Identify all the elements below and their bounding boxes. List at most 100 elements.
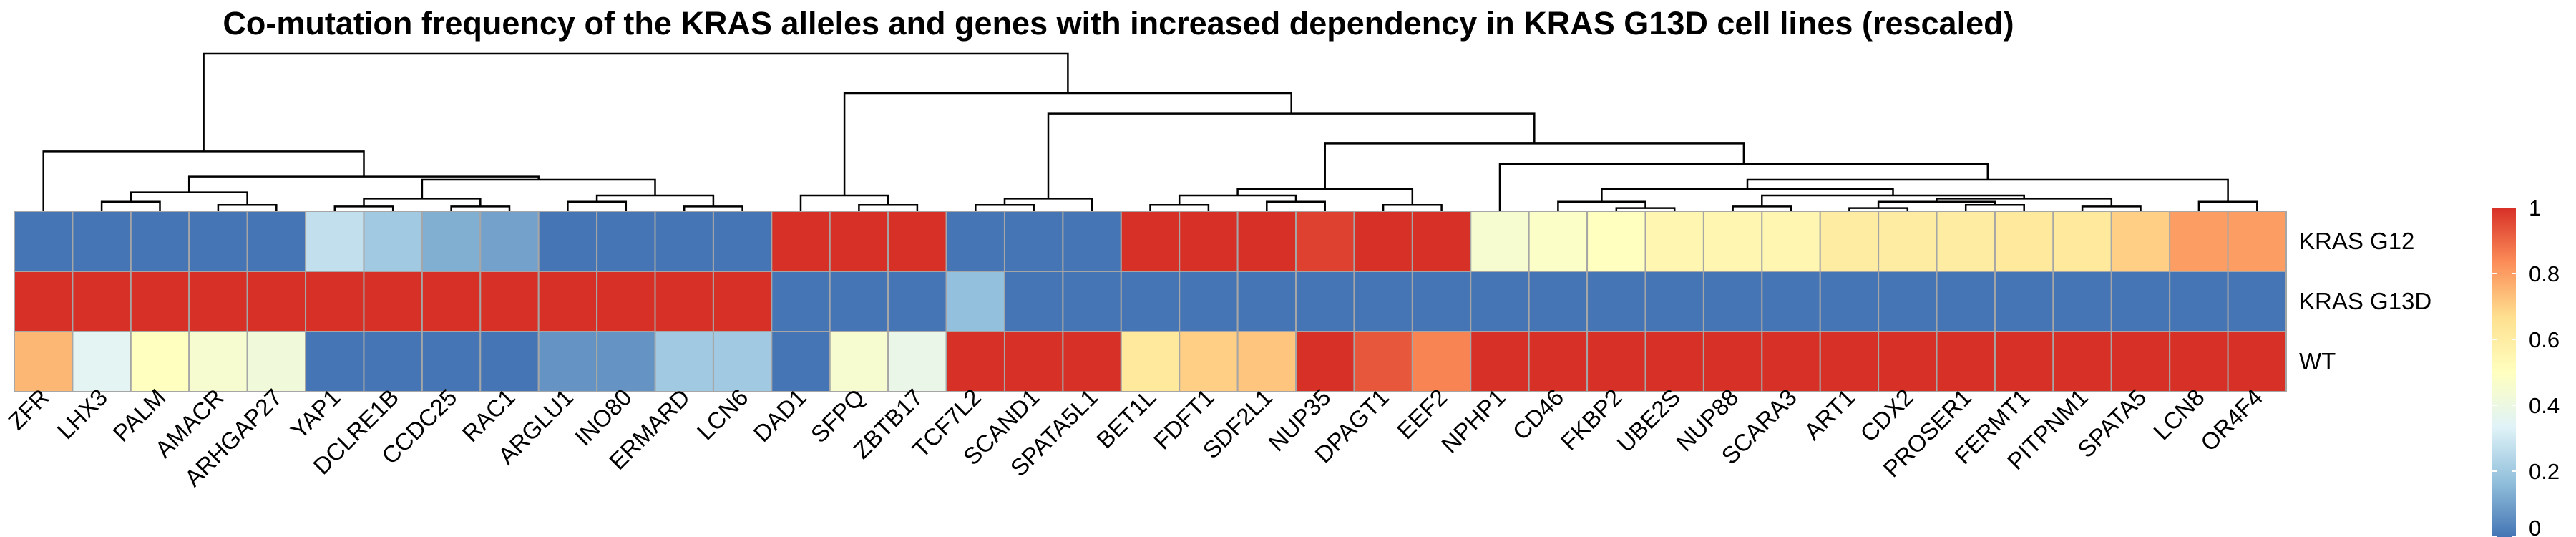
heatmap-cell [1994, 331, 2054, 392]
heatmap-cell [14, 331, 74, 392]
dendrogram-branch [567, 200, 628, 211]
heatmap-cell [14, 271, 74, 332]
heatmap-cell [1411, 271, 1472, 332]
heatmap-cell [1236, 271, 1297, 332]
heatmap-cell [1003, 211, 1064, 272]
heatmap-cell [771, 331, 831, 392]
heatmap-cell [1120, 211, 1181, 272]
heatmap-cell [1936, 331, 1996, 392]
heatmap-cell [1353, 211, 1413, 272]
heatmap-cell [1295, 331, 1355, 392]
heatmap-cell [1702, 271, 1763, 332]
heatmap-cell [2110, 211, 2171, 272]
heatmap-cell [945, 271, 1005, 332]
heatmap-cell [596, 271, 656, 332]
heatmap-cell [2169, 271, 2229, 332]
colorbar-tick-label: 0 [2529, 516, 2541, 537]
heatmap-cell [1586, 211, 1646, 272]
column-label: UBE2S [1611, 384, 1685, 458]
heatmap-cell [72, 211, 132, 272]
heatmap-cell [654, 211, 714, 272]
heatmap-cell [887, 211, 947, 272]
heatmap-cell [1528, 331, 1589, 392]
heatmap-cell [421, 331, 482, 392]
heatmap-cell [1644, 211, 1704, 272]
heatmap-cell [1994, 211, 2054, 272]
column-dendrogram [42, 52, 2258, 211]
heatmap-cell [1411, 211, 1472, 272]
heatmap-cell [1936, 211, 1996, 272]
column-label: BET1L [1091, 384, 1161, 454]
heatmap-cell [1003, 331, 1064, 392]
row-labels: KRAS G12 KRAS G13D WT [2299, 228, 2431, 374]
heatmap-cell [887, 271, 947, 332]
heatmap-cells [14, 211, 2288, 392]
column-label: LHX3 [52, 384, 113, 445]
heatmap-cell [2227, 331, 2288, 392]
heatmap-cell [2169, 331, 2229, 392]
dendrogram-branch [975, 203, 1035, 211]
dendrogram-branch [1964, 203, 2025, 211]
heatmap-cell [771, 271, 831, 332]
color-legend: 0 0.2 0.4 0.6 0.8 1 [2492, 195, 2560, 537]
heatmap-cell [1353, 331, 1413, 392]
heatmap-cell [537, 331, 598, 392]
row-label: KRAS G13D [2299, 288, 2431, 314]
column-label: FKBP2 [1556, 384, 1627, 455]
heatmap-cell [1295, 211, 1355, 272]
dendrogram-branch [42, 150, 365, 211]
column-label: ART1 [1799, 384, 1860, 445]
heatmap-cell [130, 211, 190, 272]
heatmap-cell [1702, 211, 1763, 272]
heatmap-cell [1528, 271, 1589, 332]
heatmap-cell [188, 211, 248, 272]
dendrogram-branch [2197, 200, 2258, 211]
heatmap-cell [945, 331, 1005, 392]
heatmap-cell [1878, 271, 1938, 332]
heatmap-cell [2110, 271, 2171, 332]
heatmap-cell [1819, 271, 1880, 332]
heatmap-cell [771, 211, 831, 272]
heatmap-cell [1761, 211, 1821, 272]
heatmap-cell [1179, 331, 1239, 392]
heatmap-cell [72, 331, 132, 392]
heatmap-cell [246, 211, 307, 272]
heatmap-cell [537, 271, 598, 332]
heatmap-cell [712, 331, 773, 392]
heatmap-cell [829, 331, 889, 392]
heatmap-cell [1470, 331, 1530, 392]
heatmap-cell [596, 211, 656, 272]
heatmap-cell [363, 211, 423, 272]
heatmap-cell [1120, 271, 1181, 332]
dendrogram-branch [130, 191, 248, 205]
dendrogram-branch [1149, 203, 1210, 211]
heatmap-cell [712, 271, 773, 332]
heatmap-cell [305, 271, 365, 332]
row-label: WT [2299, 348, 2336, 374]
dendrogram-branch [1324, 142, 1745, 190]
heatmap-cell [1819, 211, 1880, 272]
heatmap-cell [421, 271, 482, 332]
heatmap-cell [1994, 271, 2054, 332]
heatmap-cell [1528, 211, 1589, 272]
dendrogram-branch [363, 198, 482, 207]
heatmap-cell [1702, 331, 1763, 392]
heatmap-cell [829, 211, 889, 272]
heatmap-cell [1179, 271, 1239, 332]
heatmap-cell [1062, 331, 1122, 392]
heatmap-cell [2169, 211, 2229, 272]
colorbar-tick-label: 0.8 [2529, 261, 2560, 286]
colorbar-tick-label: 0.6 [2529, 327, 2560, 352]
colorbar-tick-label: 1 [2529, 195, 2541, 221]
heatmap-cell [1878, 331, 1938, 392]
heatmap-cell [2110, 331, 2171, 392]
heatmap-cell [1819, 331, 1880, 392]
heatmap-cell [1586, 271, 1646, 332]
heatmap-cell [479, 271, 540, 332]
heatmap-cell [1936, 271, 1996, 332]
heatmap-cell [1236, 211, 1297, 272]
dendrogram-branch [1047, 112, 1536, 199]
heatmap-cell [479, 211, 540, 272]
heatmap-cell [2227, 211, 2288, 272]
heatmap-cell [829, 271, 889, 332]
